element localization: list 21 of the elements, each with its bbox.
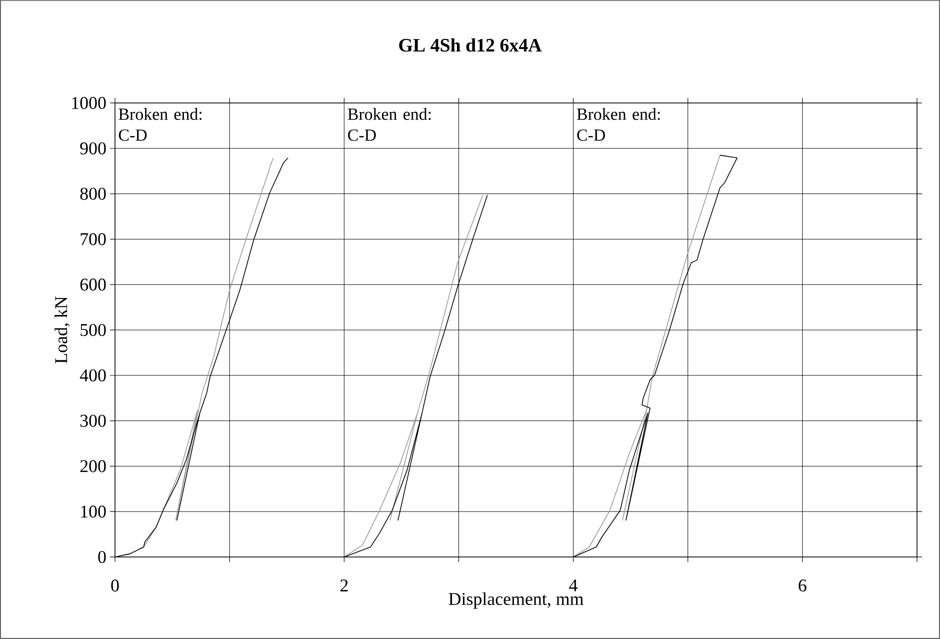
y-tick-label: 800 <box>80 188 106 200</box>
y-tick-label: 0 <box>98 550 106 564</box>
annotation: Broken end: C-D <box>576 108 660 141</box>
annotation: Broken end: C-D <box>348 108 431 141</box>
y-tick-label: 300 <box>80 414 106 427</box>
x-tick-label: 2 <box>340 580 348 592</box>
y-tick-label: 900 <box>80 142 106 154</box>
y-tick-label: 600 <box>80 278 106 291</box>
y-tick-label: 700 <box>80 233 106 246</box>
y-tick-label: 400 <box>80 369 106 382</box>
x-tick-label: 0 <box>111 580 119 592</box>
x-axis-title: Displacement, mm <box>448 592 584 609</box>
annotation: Broken end: C-D <box>118 108 202 141</box>
chart-title: GL 4Sh d12 6x4A <box>399 38 542 52</box>
y-tick-label: 100 <box>81 506 106 518</box>
y-tick-label: 500 <box>80 324 106 336</box>
y-axis-title: Load, kN <box>54 296 70 364</box>
x-tick-label: 6 <box>798 580 806 592</box>
x-tick-label: 4 <box>569 579 578 592</box>
y-tick-label: 200 <box>80 460 106 472</box>
y-tick-label: 1000 <box>72 96 106 110</box>
